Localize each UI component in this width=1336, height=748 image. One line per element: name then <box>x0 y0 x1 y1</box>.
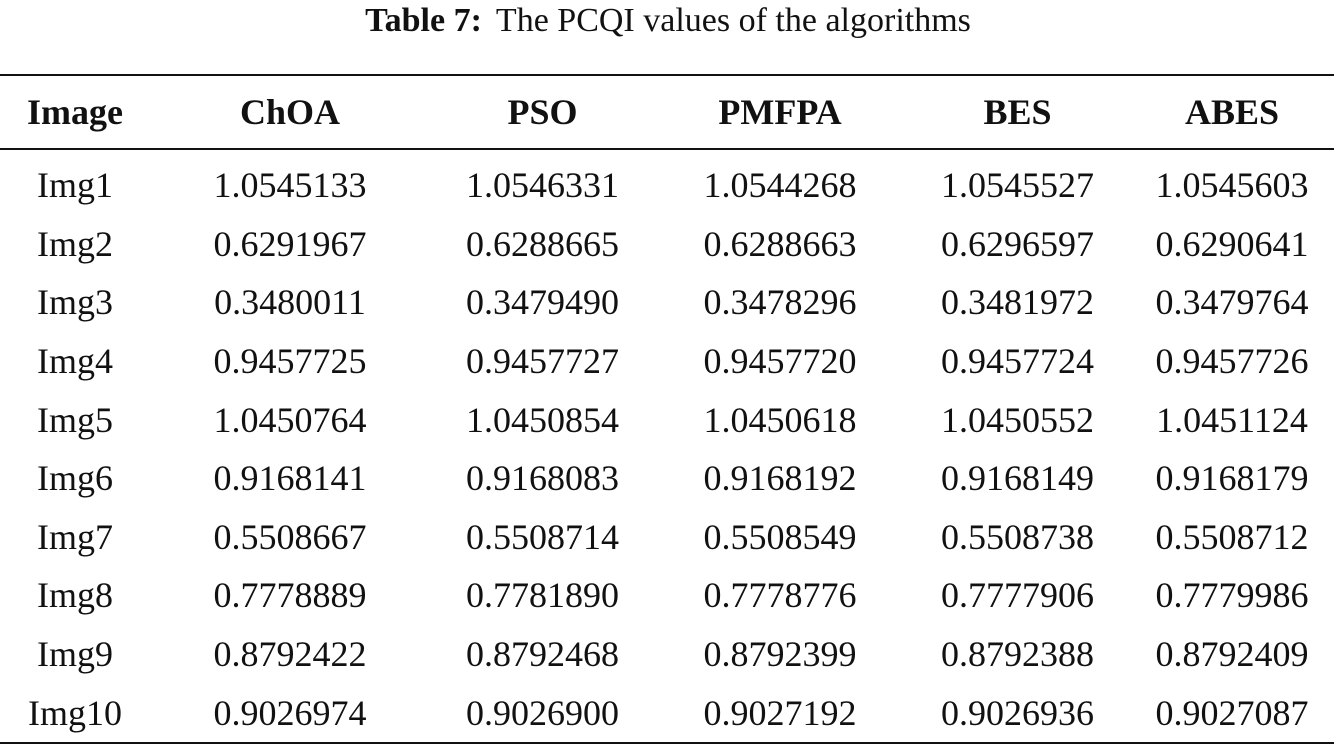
cell-value: 0.9026974 <box>213 692 367 733</box>
header-pso: PSO <box>507 92 578 132</box>
cell-value: 0.8792409 <box>1155 634 1309 675</box>
header-abes: ABES <box>1184 92 1280 132</box>
cell-value: 0.9457724 <box>941 341 1094 382</box>
cell-value: 0.9457727 <box>466 341 619 382</box>
cell-value: 0.5508549 <box>703 516 857 557</box>
cell-value: 0.9457726 <box>1155 341 1309 382</box>
cell-value: 0.6288663 <box>703 223 857 264</box>
table-row: Img6 0.9168141 0.9168083 0.9168192 0.9168149… <box>0 449 1334 508</box>
row-image-name: Img3 <box>37 282 113 323</box>
row-image-name: Img2 <box>37 223 113 264</box>
cell-value: 1.0546331 <box>466 165 619 206</box>
table-row: Img3 0.3480011 0.3479490 0.3478296 0.3481972… <box>0 273 1334 332</box>
table-body: Img1 1.0545133 1.0546331 1.0544268 1.0545527… <box>0 149 1334 743</box>
cell-value: 0.7778889 <box>213 575 367 616</box>
table-row: Img2 0.6291967 0.6288665 0.6288663 0.6296597… <box>0 215 1334 274</box>
cell-value: 1.0451124 <box>1156 399 1308 440</box>
header-image: Image <box>27 92 123 132</box>
cell-value: 0.6288665 <box>466 223 619 264</box>
header-choa: ChOA <box>239 92 341 132</box>
cell-value: 1.0450764 <box>213 399 367 440</box>
cell-value: 0.9026936 <box>941 692 1094 733</box>
cell-value: 0.7781890 <box>466 575 619 616</box>
cell-value: 0.9026900 <box>466 692 619 733</box>
row-image-name: Img10 <box>28 692 122 733</box>
cell-value: 0.8792468 <box>466 634 619 675</box>
cell-value: 0.8792388 <box>941 634 1094 675</box>
cell-value: 0.9027087 <box>1155 692 1309 733</box>
cell-value: 0.6290641 <box>1155 223 1309 264</box>
cell-value: 1.0544268 <box>703 165 857 206</box>
table-caption: Table 7: The PCQI values of the algorithm… <box>0 0 1336 44</box>
cell-value: 0.5508667 <box>213 516 367 557</box>
cell-value: 0.3479764 <box>1155 282 1309 323</box>
cell-value: 0.3479490 <box>466 282 619 323</box>
row-image-name: Img7 <box>37 516 113 557</box>
cell-value: 0.9168192 <box>703 458 857 499</box>
cell-value: 0.9168141 <box>213 458 367 499</box>
cell-value: 1.0450618 <box>703 399 857 440</box>
cell-value: 0.3480011 <box>214 282 366 323</box>
cell-value: 0.7778776 <box>703 575 857 616</box>
cell-value: 0.9168179 <box>1155 458 1309 499</box>
cell-value: 0.6296597 <box>941 223 1094 264</box>
cell-value: 0.9027192 <box>703 692 857 733</box>
cell-value: 0.5508714 <box>466 516 619 557</box>
cell-value: 1.0545133 <box>213 165 367 206</box>
results-table-container: Image ChOA PSO PMFPA BES ABES Img1 1.0545… <box>0 74 1334 744</box>
cell-value: 0.6291967 <box>213 223 367 264</box>
table-row: Img10 0.9026974 0.9026900 0.9027192 0.902693… <box>0 683 1334 743</box>
cell-value: 0.9168083 <box>466 458 619 499</box>
row-image-name: Img9 <box>37 634 113 675</box>
header-pmfpa: PMFPA <box>718 92 842 132</box>
cell-value: 0.8792422 <box>213 634 367 675</box>
table-caption-label: Table 7: <box>365 2 482 39</box>
cell-value: 0.9457725 <box>213 341 367 382</box>
cell-value: 1.0545527 <box>941 165 1094 206</box>
row-image-name: Img8 <box>37 575 113 616</box>
cell-value: 1.0450854 <box>466 399 619 440</box>
table-row: Img1 1.0545133 1.0546331 1.0544268 1.0545527… <box>0 149 1334 215</box>
table-row: Img4 0.9457725 0.9457727 0.9457720 0.9457724… <box>0 332 1334 391</box>
cell-value: 1.0450552 <box>941 399 1094 440</box>
pcqi-results-table: Image ChOA PSO PMFPA BES ABES Img1 1.0545… <box>0 74 1334 744</box>
table-caption-text: The PCQI values of the algorithms <box>495 2 971 39</box>
row-image-name: Img4 <box>37 341 113 382</box>
cell-value: 0.5508712 <box>1155 516 1309 557</box>
cell-value: 0.9168149 <box>941 458 1094 499</box>
table-header: Image ChOA PSO PMFPA BES ABES <box>0 75 1334 149</box>
cell-value: 0.7779986 <box>1155 575 1309 616</box>
cell-value: 1.0545603 <box>1155 165 1309 206</box>
table-row: Img7 0.5508667 0.5508714 0.5508549 0.5508738… <box>0 508 1334 567</box>
table-row: Img8 0.7778889 0.7781890 0.7778776 0.7777906… <box>0 566 1334 625</box>
header-bes: BES <box>983 92 1052 132</box>
row-image-name: Img1 <box>37 165 113 206</box>
table-row: Img5 1.0450764 1.0450854 1.0450618 1.0450552… <box>0 390 1334 449</box>
row-image-name: Img6 <box>37 458 113 499</box>
row-image-name: Img5 <box>37 399 113 440</box>
cell-value: 0.5508738 <box>941 516 1094 557</box>
table-row: Img9 0.8792422 0.8792468 0.8792399 0.8792388… <box>0 625 1334 684</box>
cell-value: 0.8792399 <box>703 634 857 675</box>
header-row: Image ChOA PSO PMFPA BES ABES <box>0 75 1334 149</box>
cell-value: 0.9457720 <box>703 341 857 382</box>
cell-value: 0.3478296 <box>703 282 857 323</box>
cell-value: 0.3481972 <box>941 282 1094 323</box>
cell-value: 0.7777906 <box>941 575 1094 616</box>
